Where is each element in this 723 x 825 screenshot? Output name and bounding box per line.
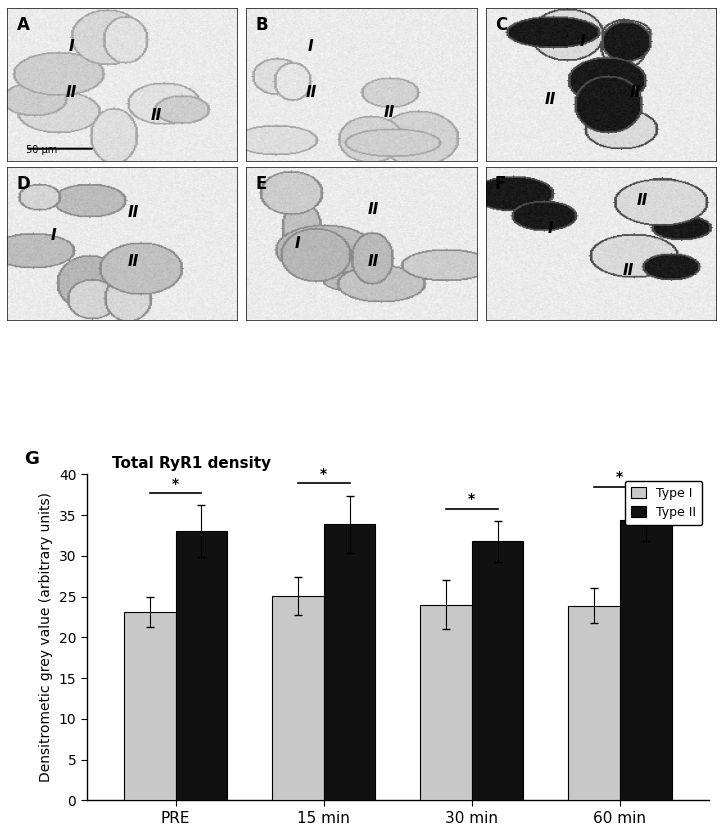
Text: D: D xyxy=(17,175,30,193)
Text: II: II xyxy=(623,263,634,278)
Bar xyxy=(620,520,672,800)
Text: *: * xyxy=(320,467,328,481)
Bar xyxy=(272,596,324,800)
Bar xyxy=(471,541,523,800)
Text: I: I xyxy=(547,220,553,236)
Bar xyxy=(176,531,228,800)
Y-axis label: Densitrometic grey value (arbitrary units): Densitrometic grey value (arbitrary unit… xyxy=(39,493,54,782)
Text: I: I xyxy=(51,229,56,243)
Text: F: F xyxy=(495,175,506,193)
Bar xyxy=(124,612,176,800)
Text: Total RyR1 density: Total RyR1 density xyxy=(111,456,270,471)
Text: *: * xyxy=(616,470,623,484)
Legend: Type I, Type II: Type I, Type II xyxy=(625,481,702,526)
Text: I: I xyxy=(69,39,74,54)
Text: E: E xyxy=(256,175,267,193)
Text: II: II xyxy=(66,85,77,100)
Text: II: II xyxy=(128,254,140,269)
Bar xyxy=(324,524,375,800)
Text: I: I xyxy=(294,236,300,251)
Text: G: G xyxy=(25,450,40,468)
Text: *: * xyxy=(172,477,179,491)
Text: B: B xyxy=(256,16,268,34)
Text: II: II xyxy=(128,205,140,220)
Text: II: II xyxy=(544,92,556,107)
Text: I: I xyxy=(308,39,314,54)
Text: C: C xyxy=(495,16,507,34)
Text: II: II xyxy=(367,254,379,269)
Text: *: * xyxy=(468,493,475,507)
Text: I: I xyxy=(580,35,585,50)
Bar xyxy=(568,606,620,800)
Text: II: II xyxy=(630,85,641,100)
Text: 50 μm: 50 μm xyxy=(25,145,57,155)
Text: II: II xyxy=(367,202,379,217)
Text: II: II xyxy=(151,107,163,123)
Text: A: A xyxy=(17,16,30,34)
Bar xyxy=(420,605,471,800)
Text: II: II xyxy=(636,193,648,208)
Text: II: II xyxy=(305,85,317,100)
Text: II: II xyxy=(383,105,395,120)
